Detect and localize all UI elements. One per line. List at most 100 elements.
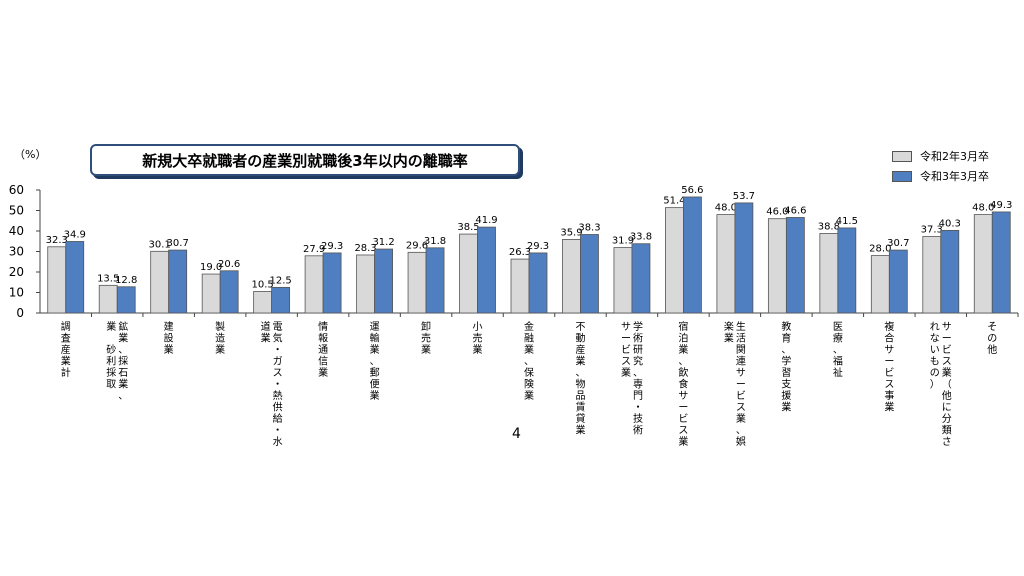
data-label-2020-11: 31.9 bbox=[612, 236, 634, 247]
category-label-char: 、 bbox=[633, 368, 643, 379]
category-label-char: ） bbox=[930, 379, 940, 391]
bar-2020-17 bbox=[922, 236, 942, 314]
category-label-char: 類 bbox=[942, 425, 952, 437]
category-label-char: ー bbox=[678, 403, 688, 414]
category-label-char: 品 bbox=[575, 390, 585, 402]
category-label-char: 学 bbox=[633, 320, 643, 333]
category-label-char: 業 bbox=[61, 355, 71, 368]
y-tick-label: 20 bbox=[9, 265, 24, 279]
category-label-char: 業 bbox=[678, 435, 688, 448]
category-label-char: 、 bbox=[524, 357, 534, 368]
category-label-char: 取 bbox=[106, 379, 116, 391]
bar-2021-4 bbox=[271, 286, 291, 314]
category-label-char: 業 bbox=[524, 343, 534, 356]
category-label-char: 郵 bbox=[370, 367, 380, 379]
data-label-2020-12: 51.4 bbox=[663, 196, 685, 207]
data-label-2021-15: 41.5 bbox=[836, 216, 858, 227]
category-label-char: 業 bbox=[215, 343, 225, 356]
category-label-char: 融 bbox=[524, 333, 534, 345]
category-label-char: サ bbox=[942, 321, 952, 333]
data-label-2020-16: 28.0 bbox=[869, 244, 891, 255]
category-label-char: 採 bbox=[106, 366, 116, 379]
data-label-2021-8: 41.9 bbox=[475, 215, 497, 226]
category-label-char: 小 bbox=[473, 321, 483, 333]
data-label-2020-4: 10.5 bbox=[251, 279, 273, 290]
bar-2020-10 bbox=[562, 239, 581, 314]
category-label-char: ス bbox=[736, 403, 746, 414]
category-label-char: 技 bbox=[633, 412, 643, 425]
category-label-char: 学 bbox=[781, 355, 791, 368]
bar-2020-7 bbox=[407, 251, 427, 314]
category-label-char: ー bbox=[736, 380, 746, 391]
data-label-2020-18: 48.0 bbox=[972, 203, 994, 214]
category-label-char: 食 bbox=[678, 378, 688, 391]
category-label-char: 業 bbox=[678, 343, 688, 356]
bar-2021-17 bbox=[940, 229, 960, 314]
category-label-char: 業 bbox=[318, 366, 328, 379]
category-label-char: ス bbox=[884, 380, 894, 391]
bar-2021-5 bbox=[322, 252, 342, 314]
category-label-char: そ bbox=[987, 321, 997, 333]
bar-2021-6 bbox=[374, 248, 393, 314]
category-label-char: 道 bbox=[261, 320, 271, 333]
bar-2021-18 bbox=[991, 211, 1011, 314]
category-label-char: 業 bbox=[621, 366, 631, 379]
category-label-char: 関 bbox=[736, 344, 746, 356]
category-label-char: 業 bbox=[473, 343, 483, 356]
category-label-char: 卸 bbox=[421, 320, 431, 333]
category-label-char: ー bbox=[942, 334, 952, 345]
bar-2021-12 bbox=[683, 196, 702, 314]
category-label-char: 複 bbox=[884, 320, 894, 333]
bar-2021-13 bbox=[734, 202, 754, 314]
category-label-char: サ bbox=[884, 344, 894, 356]
category-label-char: 産 bbox=[575, 343, 585, 356]
category-label-char: 究 bbox=[633, 355, 643, 368]
y-tick-label: 10 bbox=[9, 286, 24, 300]
chart-title: 新規大卒就職者の産業別就職後3年以内の離職率 bbox=[90, 144, 520, 176]
category-label-7-col-0: 卸売業 bbox=[421, 320, 431, 356]
data-label-2020-14: 46.0 bbox=[766, 207, 788, 218]
data-label-2020-8: 38.5 bbox=[457, 222, 479, 233]
data-label-2021-12: 56.6 bbox=[681, 185, 703, 196]
category-label-18-col-0: その他 bbox=[987, 321, 997, 356]
data-label-2021-7: 31.8 bbox=[424, 236, 446, 247]
category-label-char: 、 bbox=[736, 426, 746, 437]
category-label-char: ガ bbox=[273, 356, 283, 368]
bar-2020-9 bbox=[510, 258, 530, 314]
bar-2020-13 bbox=[716, 214, 736, 314]
category-label-char: 祉 bbox=[833, 367, 843, 379]
data-label-2021-6: 31.2 bbox=[372, 237, 394, 248]
category-label-char: 医 bbox=[833, 321, 843, 333]
category-label-char: の bbox=[930, 368, 940, 379]
page-number: 4 bbox=[512, 426, 521, 442]
category-label-char: 貸 bbox=[575, 412, 585, 425]
y-tick-label: 50 bbox=[9, 204, 24, 218]
category-label-char: 援 bbox=[781, 389, 791, 402]
category-label-char: 業 bbox=[724, 332, 734, 345]
y-tick-label: 40 bbox=[9, 224, 24, 238]
y-axis-unit: （%） bbox=[14, 148, 47, 161]
bar-2021-2 bbox=[168, 249, 188, 314]
bar-2020-2 bbox=[150, 250, 170, 314]
data-label-2021-11: 33.8 bbox=[630, 232, 652, 243]
category-label-char: 術 bbox=[633, 332, 643, 345]
bar-2020-1 bbox=[98, 284, 118, 314]
category-label-4-col-1: 道業 bbox=[261, 320, 271, 345]
category-label-char: 、 bbox=[678, 357, 688, 368]
category-label-char: 輸 bbox=[370, 332, 380, 345]
bar-2020-5 bbox=[304, 255, 324, 314]
category-label-4-col-0: 電気・ガス・熱供給・水 bbox=[273, 321, 283, 448]
data-label-2021-9: 29.3 bbox=[527, 241, 549, 252]
category-label-char: 通 bbox=[318, 344, 328, 356]
category-label-char: 不 bbox=[575, 322, 585, 333]
data-label-2021-17: 40.3 bbox=[939, 218, 961, 229]
category-label-char: 他 bbox=[987, 343, 997, 356]
category-label-char: ス bbox=[678, 426, 688, 437]
data-label-2021-18: 49.3 bbox=[990, 200, 1012, 211]
